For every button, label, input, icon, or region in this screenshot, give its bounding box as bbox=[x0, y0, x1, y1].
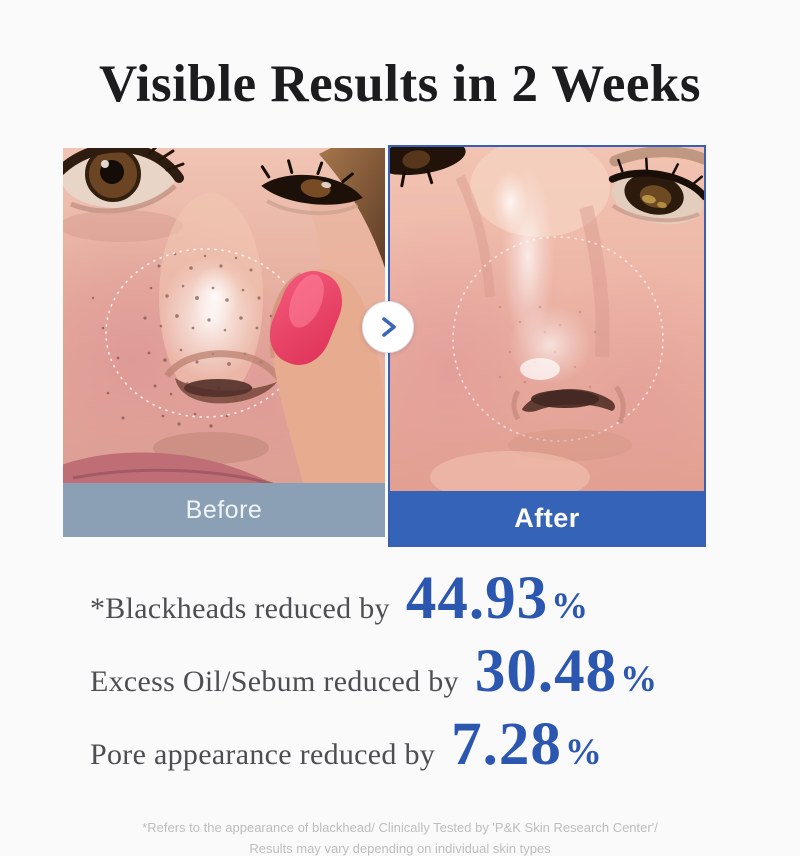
stat-label: *Blackheads reduced by bbox=[90, 592, 390, 625]
chevron-right-icon bbox=[382, 317, 396, 337]
next-arrow-button[interactable] bbox=[362, 301, 414, 353]
pink-nail bbox=[269, 271, 343, 365]
stat-unit: % bbox=[620, 659, 658, 700]
stat-unit: % bbox=[551, 586, 589, 627]
after-right-eye bbox=[608, 157, 704, 225]
stat-unit: % bbox=[564, 732, 602, 773]
before-label: Before bbox=[63, 483, 385, 537]
stat-value: 7.28 bbox=[451, 711, 562, 778]
stat-pore-appearance: Pore appearance reduced by 7.28 % bbox=[90, 711, 770, 778]
disclaimer-line1: *Refers to the appearance of blackhead/ … bbox=[142, 820, 658, 835]
stat-label: Pore appearance reduced by bbox=[90, 738, 436, 771]
after-label: After bbox=[390, 491, 704, 545]
stat-blackheads: *Blackheads reduced by 44.93 % bbox=[90, 565, 770, 632]
stat-value: 44.93 bbox=[405, 565, 549, 632]
stat-value: 30.48 bbox=[474, 638, 618, 705]
disclaimer: *Refers to the appearance of blackhead/ … bbox=[0, 817, 800, 856]
lips bbox=[63, 452, 272, 483]
after-face-illustration bbox=[390, 147, 704, 491]
after-photo-area bbox=[390, 147, 704, 491]
before-left-eye bbox=[63, 148, 185, 242]
after-left-eye bbox=[390, 147, 466, 188]
before-face-illustration bbox=[63, 148, 385, 483]
results-stats: *Blackheads reduced by 44.93 % Excess Oi… bbox=[90, 565, 770, 789]
before-right-eye bbox=[260, 159, 363, 215]
stat-excess-oil: Excess Oil/Sebum reduced by 30.48 % bbox=[90, 638, 770, 705]
before-photo: Before bbox=[63, 148, 385, 537]
before-photo-area bbox=[63, 148, 385, 483]
page-title: Visible Results in 2 Weeks bbox=[99, 55, 701, 113]
focus-circle-after bbox=[452, 236, 664, 442]
after-photo: After bbox=[388, 145, 706, 547]
disclaimer-line2: Results may vary depending on individual… bbox=[249, 841, 551, 856]
stat-label: Excess Oil/Sebum reduced by bbox=[90, 665, 459, 698]
pointing-finger bbox=[269, 269, 385, 483]
